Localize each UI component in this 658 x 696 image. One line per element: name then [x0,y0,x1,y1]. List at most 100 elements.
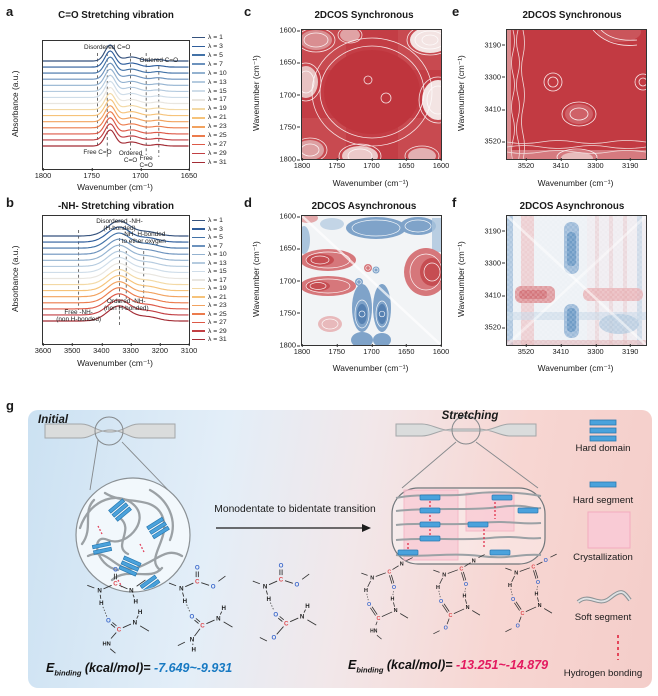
panel-f: f 2DCOS Asynchronous Wavenumber (cm⁻¹) [452,195,658,387]
panel-e-ylabel: Wavenumber (cm⁻¹) [456,55,466,132]
legend-label: λ = 19 [208,105,227,113]
y-tick: 3190 [484,226,506,236]
x-tick: 3300 [122,343,139,355]
legend-item: λ = 15 [192,88,242,95]
atom-label-H: H [221,605,226,612]
panel-b-plot: Disordered -NH-(H-bonded) -NH- H-bonded to… [35,215,197,355]
legend-item: λ = 21 [192,114,242,121]
e-symbol: E [348,658,357,672]
stretching-label: Stretching [441,410,499,422]
polymer-network [78,488,184,591]
legend-item: λ = 10 [192,70,242,77]
spectrum-curve [43,238,189,255]
panel-d-xlabel: Wavenumber (cm⁻¹) [332,363,409,373]
atom-label-N: N [179,585,184,592]
legend-swatch [192,161,205,164]
legend-swatch [192,72,205,75]
annotation-label: Free -NH-(non H-bonded) [56,309,101,323]
atom-label-O: O [367,602,371,608]
panel-c: c 2DCOS Synchronous Wavenumber (cm⁻¹) [244,4,449,195]
legend-swatch [192,253,205,256]
spectrum-curve [43,44,189,62]
legend-label: λ = 27 [208,141,227,149]
y-tick: 3300 [484,72,506,82]
atom-label-H: H [266,596,271,603]
atom-label-O: O [444,625,448,631]
legend-swatch [192,90,205,92]
x-tick: 3190 [621,344,639,356]
x-tick: 3600 [34,343,52,355]
legend-swatch [192,321,205,324]
legend-label: λ = 7 [208,60,223,68]
atom-label-O: O [464,582,468,588]
legend-item: λ = 29 [192,328,242,335]
legend-label: λ = 21 [208,114,227,122]
spectrum-curve [43,129,189,147]
atom-label-C: C [387,569,391,575]
legend-label: λ = 3 [208,42,223,50]
crystallization-icon [587,511,631,549]
panel-f-title: 2DCOS Asynchronous [519,201,625,212]
legend-item: λ = 31 [192,336,242,343]
y-tick: 1650 [279,57,301,67]
x-tick: 1650 [398,344,415,356]
spectrum-curve [43,123,189,141]
x-tick: 3300 [587,158,604,170]
legend-label: λ = 3 [208,225,223,233]
panel-f-xticks: 3520 3410 3300 3190 [507,344,646,357]
spectrum-curve [43,232,189,249]
spectrum-curve [43,117,189,135]
magnifier-ring-right [451,415,481,445]
panel-letter-b: b [6,195,14,210]
x-tick: 1800 [293,344,311,356]
panel-letter-e: e [452,4,460,19]
atom-label-H: H [436,585,440,591]
spectrum-curve [43,226,189,243]
e-symbol: E [46,661,55,675]
panel-b-curves: Disordered -NH-(H-bonded)-NH- H-bonded to… [43,218,189,326]
legend-swatch [192,313,205,315]
panel-d-ylabel: Wavenumber (cm⁻¹) [251,241,261,318]
spectrum-curve [43,244,189,261]
y-tick: 1600 [279,25,301,35]
binding-energy-stretching: Ebinding (kcal/mol)= -13.251~-14.879 [348,658,548,675]
legend-item: λ = 7 [192,61,242,68]
legend-swatch [192,125,205,128]
atom-label-O: O [511,597,515,603]
atom-label-N: N [400,562,404,568]
legend-swatch [192,287,205,290]
x-tick: 1700 [132,168,149,180]
panel-e-yticks: 3190 3300 3410 3520 [480,30,506,159]
legend-swatch [192,63,205,66]
atom-label-H: H [191,646,196,653]
atom-label-H: H [364,588,368,594]
atom-label-O: O [106,618,111,625]
x-tick: 1800 [34,168,52,180]
panel-e-title: 2DCOS Synchronous [522,10,622,21]
x-tick: 3500 [63,343,81,355]
panel-letter-d: d [244,195,252,210]
panel-f-yticks: 3190 3300 3410 3520 [480,216,506,345]
panel-e-xticks: 3520 3410 3300 3190 [507,158,646,171]
x-tick: 3190 [621,158,639,170]
y-tick: 1650 [279,243,301,253]
panel-b-title: -NH- Stretching vibration [58,201,174,212]
atom-label-N: N [216,615,221,622]
panel-b: b -NH- Stretching vibration Absorbance (… [6,195,244,387]
x-tick: 3410 [552,158,569,170]
transition-label: Monodentate to bidentate transition [214,504,376,515]
legend-item: λ = 27 [192,319,242,326]
legend-label: λ = 25 [208,310,227,318]
legend-label: λ = 17 [208,96,227,104]
panel-a-plot: Disordered C=O Ordered C=O Free C=O Ordered… [35,40,197,180]
panel-letter-a: a [6,4,14,19]
asynchronous-contour-art-co [302,216,441,345]
hard-domain-bars [91,498,170,591]
x-tick: 3400 [93,343,110,355]
e-subscript: binding [54,668,82,678]
panel-a-xticks: 1800 1750 1700 1650 [35,168,197,181]
panel-e-plot: 3190 3300 3410 3520 3520 3410 3300 3190 [485,29,647,170]
